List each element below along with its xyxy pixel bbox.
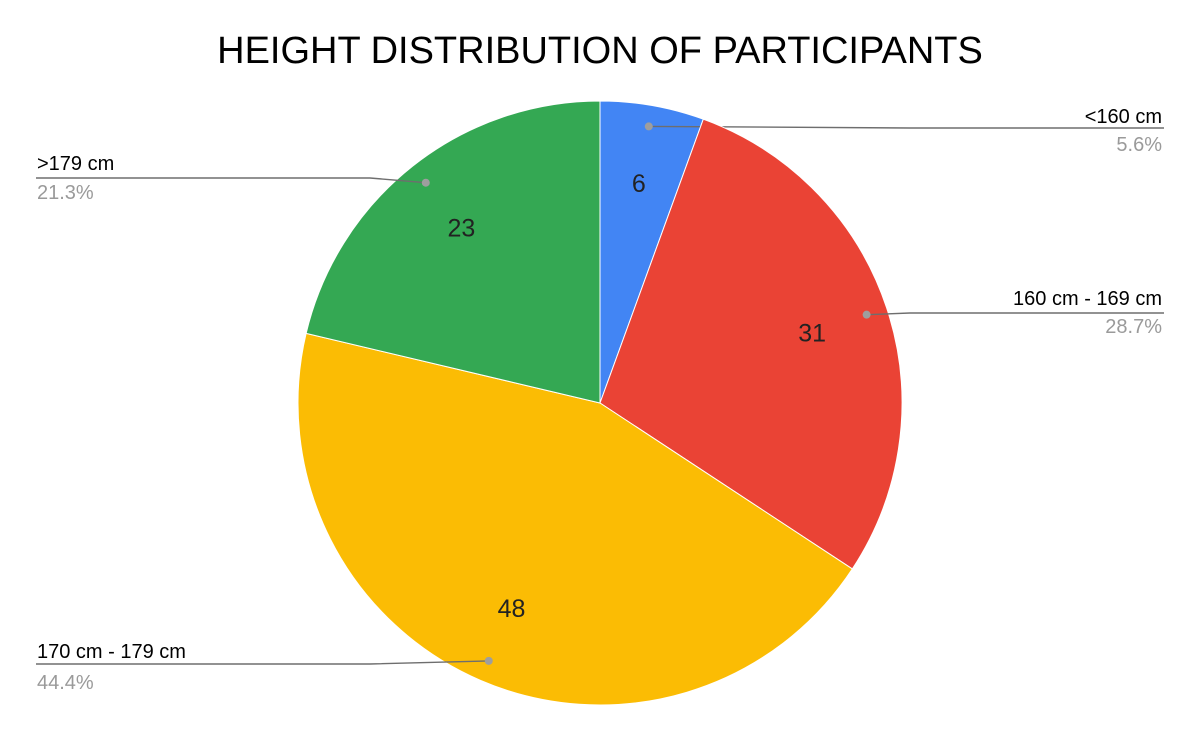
pie-slice-179-cm [305,100,601,404]
slice-category-label-170-cm-179-cm: 170 cm - 179 cm [37,641,186,663]
slice-value-label-170-cm-179-cm: 48 [498,595,526,623]
leader-line-160-cm [648,125,1164,129]
leader-line-170-cm-179-cm [36,660,489,665]
slice-percent-label-160-cm: 5.6% [1116,134,1162,156]
leader-dot-160-cm [644,122,653,131]
slice-category-label-179-cm: >179 cm [37,153,114,175]
chart-title: HEIGHT DISTRIBUTION OF PARTICIPANTS [217,30,983,72]
pie-slice-170-cm-179-cm [297,332,854,706]
pie-slice-160-cm-169-cm [599,118,903,570]
slice-value-label-179-cm: 23 [447,215,475,243]
slice-percent-label-170-cm-179-cm: 44.4% [37,672,94,694]
slice-percent-label-179-cm: 21.3% [37,182,94,204]
slice-value-label-160-cm-169-cm: 31 [798,320,826,348]
slice-value-label-160-cm: 6 [632,170,646,198]
slice-category-label-160-cm: <160 cm [1085,106,1162,128]
slice-category-label-160-cm-169-cm: 160 cm - 169 cm [1013,288,1162,310]
leader-dot-179-cm [421,178,430,187]
leader-line-160-cm-169-cm [866,312,1164,316]
leader-dot-170-cm-179-cm [484,656,493,665]
leader-line-179-cm [36,177,426,184]
leader-dot-160-cm-169-cm [862,310,871,319]
slice-percent-label-160-cm-169-cm: 28.7% [1105,316,1162,338]
